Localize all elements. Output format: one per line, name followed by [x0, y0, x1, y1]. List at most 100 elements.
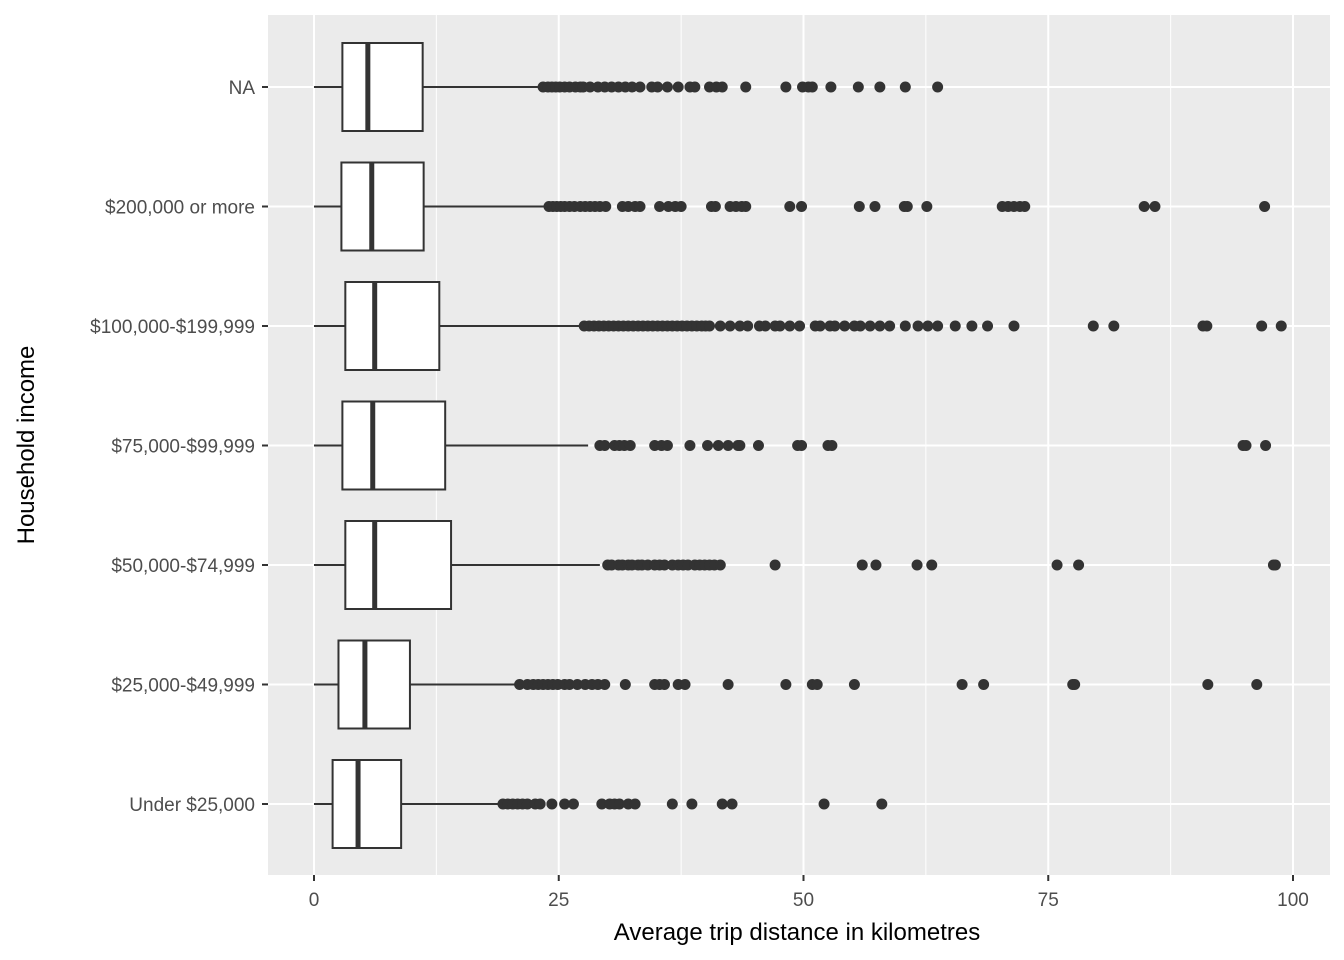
outlier-point — [684, 440, 696, 451]
outlier-point — [956, 679, 968, 690]
outlier-point — [901, 201, 913, 212]
outlier-point — [966, 320, 978, 332]
outlier-point — [546, 798, 558, 810]
outlier-point — [1202, 679, 1214, 690]
outlier-point — [784, 201, 796, 212]
outlier-point — [1251, 679, 1263, 690]
outlier-point — [596, 798, 608, 810]
outlier-point — [926, 559, 938, 571]
outlier-point — [899, 320, 911, 332]
outlier-point — [716, 798, 728, 810]
outlier-point — [634, 81, 646, 93]
outlier-point — [734, 320, 746, 332]
outlier-point — [911, 559, 923, 571]
outlier-point — [1087, 320, 1099, 332]
outlier-point — [806, 81, 818, 93]
x-tick-label: 100 — [1277, 890, 1309, 911]
outlier-point — [774, 320, 786, 332]
outlier-point — [658, 559, 670, 571]
outlier-point — [982, 320, 994, 332]
outlier-point — [624, 440, 636, 451]
outlier-point — [825, 81, 837, 93]
outlier-point — [1149, 201, 1161, 212]
outlier-point — [619, 679, 631, 690]
outlier-point — [870, 559, 882, 571]
box — [341, 400, 447, 491]
boxes — [314, 42, 1287, 849]
outlier-point — [1051, 559, 1063, 571]
outlier-point — [864, 320, 876, 332]
x-tick-label: 0 — [309, 890, 320, 911]
outlier-point — [1073, 559, 1085, 571]
outlier-point — [658, 679, 670, 690]
outlier-point — [740, 81, 752, 93]
outlier-point — [666, 798, 678, 810]
outlier-point — [884, 320, 896, 332]
outlier-point — [716, 81, 728, 93]
outlier-point — [514, 679, 526, 690]
outlier-point — [672, 81, 684, 93]
outlier-point — [559, 798, 571, 810]
outlier-point — [874, 81, 886, 93]
outlier-point — [654, 201, 666, 212]
box — [331, 759, 403, 849]
outlier-point — [1019, 201, 1031, 212]
outlier-point — [1138, 201, 1150, 212]
outlier-point — [853, 201, 865, 212]
x-tick-label: 75 — [1038, 890, 1059, 911]
outlier-point — [752, 440, 764, 451]
outlier-point — [629, 798, 641, 810]
box-group — [314, 281, 1287, 371]
outlier-point — [829, 320, 841, 332]
box-group — [314, 759, 888, 849]
outlier-point — [794, 320, 806, 332]
outlier-point — [661, 81, 673, 93]
outlier-point — [811, 679, 823, 690]
outlier-point — [704, 320, 716, 332]
outlier-point — [1275, 320, 1287, 332]
outlier-point — [921, 201, 933, 212]
outlier-point — [584, 81, 596, 93]
outlier-point — [722, 440, 734, 451]
outlier-point — [689, 81, 701, 93]
outlier-point — [1240, 440, 1252, 451]
outlier-point — [1269, 559, 1281, 571]
outlier-point — [854, 320, 866, 332]
box-group — [314, 161, 1271, 252]
outlier-point — [1008, 320, 1020, 332]
outlier-point — [856, 559, 868, 571]
x-tick-label: 50 — [793, 890, 814, 911]
outlier-point — [714, 320, 726, 332]
box — [344, 281, 441, 371]
outlier-point — [661, 440, 673, 451]
x-axis: 0 25 50 75 100 — [309, 875, 1309, 911]
outlier-point — [722, 679, 734, 690]
outlier-point — [726, 798, 738, 810]
outlier-point — [899, 81, 911, 93]
outlier-point — [932, 320, 944, 332]
outlier-point — [634, 201, 646, 212]
outlier-point — [742, 320, 754, 332]
outlier-point — [534, 798, 546, 810]
outlier-point — [818, 798, 830, 810]
outlier-point — [714, 559, 726, 571]
outlier-point — [1256, 320, 1268, 332]
box — [340, 161, 425, 252]
outlier-point — [626, 81, 638, 93]
outlier-point — [784, 320, 796, 332]
outlier-point — [613, 798, 625, 810]
box-group — [314, 639, 1263, 730]
outlier-point — [978, 679, 990, 690]
outlier-point — [769, 559, 781, 571]
outlier-point — [1259, 201, 1271, 212]
y-tick-label: $200,000 or more — [105, 198, 255, 219]
x-tick-label: 25 — [548, 890, 569, 911]
outlier-point — [826, 440, 838, 451]
outlier-point — [740, 201, 752, 212]
outlier-point — [780, 81, 792, 93]
outlier-point — [869, 201, 881, 212]
outlier-point — [1260, 440, 1272, 451]
outlier-point — [679, 679, 691, 690]
box — [344, 520, 453, 610]
outlier-point — [852, 81, 864, 93]
